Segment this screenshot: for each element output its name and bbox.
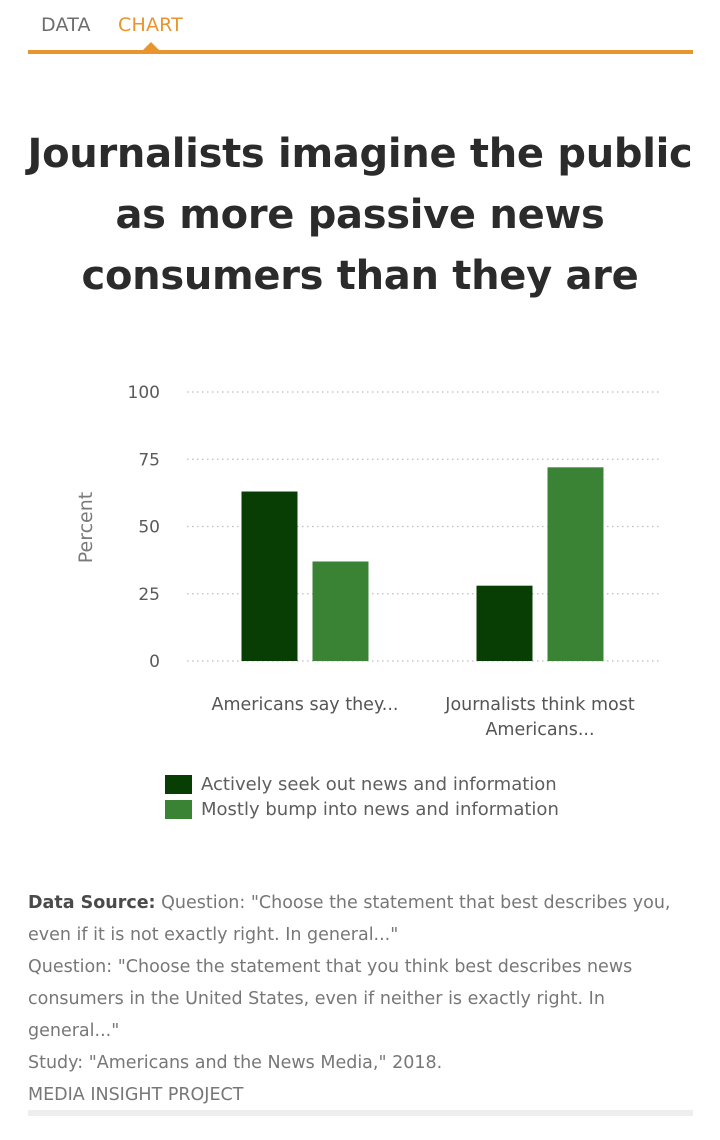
legend-label-active: Actively seek out news and information [201,774,557,795]
source-question-2: Question: "Choose the statement that you… [28,957,633,1041]
legend-swatch-bump [165,800,192,819]
y-tick-label-0: 0 [149,652,160,672]
source-label: Data Source: [28,893,156,913]
bar-bump-1 [547,467,604,661]
y-tick-label-50: 50 [138,518,160,538]
bar-active-1 [476,585,533,661]
chart-legend: Actively seek out news and information M… [165,772,559,822]
bar-chart: 0 25 50 75 100 Percent Americans say they... Jo… [75,383,660,740]
source-organization: MEDIA INSIGHT PROJECT [28,1085,244,1105]
tab-chart[interactable]: CHART [118,14,183,36]
legend-item-bump: Mostly bump into news and information [165,797,559,822]
source-study: Study: "Americans and the News Media," 2… [28,1053,443,1073]
bar-active-0 [241,491,298,661]
x-category-label-0: Americans say they... [212,695,399,715]
data-source: Data Source: Question: "Choose the state… [28,887,693,1111]
tab-data[interactable]: DATA [41,14,91,36]
legend-item-active: Actively seek out news and information [165,772,559,797]
legend-label-bump: Mostly bump into news and information [201,799,559,820]
y-tick-label-100: 100 [128,383,160,403]
active-tab-caret [142,42,160,51]
legend-swatch-active [165,775,192,794]
bar-bump-0 [312,561,369,661]
chart-tabs: DATA CHART [28,0,693,56]
source-question-1: Data Source: Question: "Choose the state… [28,887,693,951]
y-tick-label-75: 75 [138,450,160,470]
y-tick-label-25: 25 [138,585,160,605]
y-axis-label: Percent [75,492,97,564]
tab-underline [28,50,693,54]
bottom-divider [28,1110,693,1116]
x-category-label-1: Journalists think most Americans... [444,695,635,740]
chart-title: Journalists imagine the public as more p… [27,131,693,299]
source-text-1: Question: "Choose the statement that bes… [28,893,671,945]
